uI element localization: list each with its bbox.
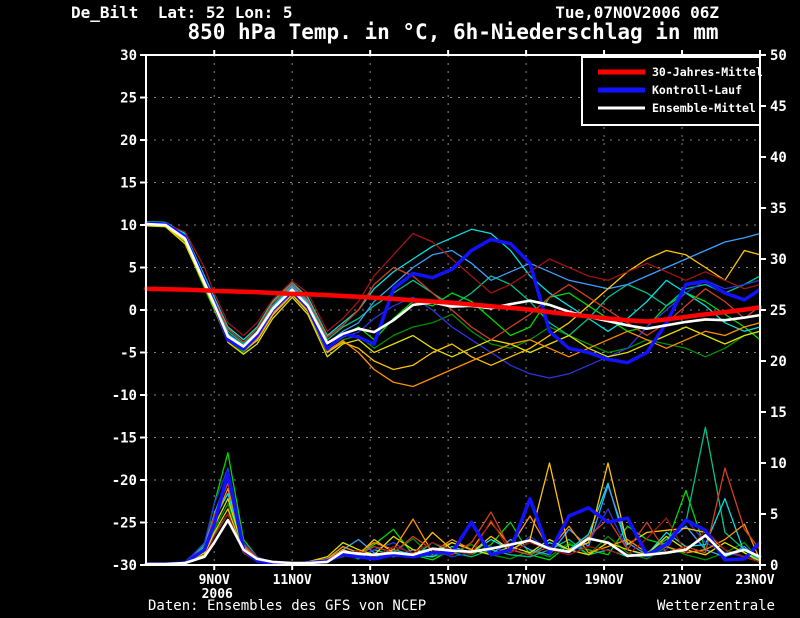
y-right-tick-label: 35 [770,201,787,217]
legend-label-2: Kontroll-Lauf [652,83,742,97]
x-tick-sublabel: 2006 [202,587,233,602]
data-source-label: Daten: Ensembles des GFS von NCEP [148,598,427,614]
brand-label: Wetterzentrale [656,598,775,614]
y-left-tick-label: -30 [112,558,137,574]
y-right-tick-label: 25 [770,303,787,319]
y-left-tick-label: 5 [129,261,137,277]
legend-label-1: 30-Jahres-Mittel [652,65,763,79]
y-left-tick-label: 10 [120,218,137,234]
temp-member-1-green [145,221,761,349]
x-tick-label: 23NOV [735,573,774,588]
axis-labels: -30 -25 -20 -15 -10 -5 0 5 10 15 20 25 30 0 5 10 15 20 25 3… [112,48,787,602]
y-right-tick-label: 45 [770,99,787,115]
station-label: De_Bilt Lat: 52 Lon: 5 [71,3,293,22]
precip-member-1-green [145,452,761,566]
x-tick-label: 21NOV [662,573,701,588]
y-right-tick-label: 50 [770,48,787,64]
x-tick-label: 17NOV [507,573,546,588]
precip-Ensemble-Mittel [144,518,762,566]
run-datetime-label: Tue,07NOV2006 06Z [555,3,719,22]
y-right-tick-label: 5 [770,507,778,523]
y-left-tick-label: 0 [129,303,137,319]
y-right-tick-label: 40 [770,150,787,166]
y-left-tick-label: -15 [112,431,137,447]
x-tick-label: 13NOV [351,573,390,588]
x-tick-label: 15NOV [429,573,468,588]
temp-Kontroll-Lauf [144,221,762,365]
y-left-tick-label: 15 [120,176,137,192]
legend-label-3: Ensemble-Mittel [652,101,756,115]
y-left-tick-label: -20 [112,473,137,489]
y-left-tick-label: -25 [112,516,137,532]
y-right-tick-label: 30 [770,252,787,268]
x-tick-label: 19NOV [584,573,623,588]
temp-member-4-cyan [145,220,761,341]
temp-member-10-rust [145,221,761,343]
y-left-tick-label: -10 [112,388,137,404]
y-left-tick-label: 25 [120,91,137,107]
legend: 30-Jahres-Mittel Kontroll-Lauf Ensemble-Mi… [581,56,763,126]
y-right-tick-label: 15 [770,405,787,421]
x-tick-label: 11NOV [273,573,312,588]
axis-ticks [140,50,766,570]
temp-30-Jahres-Mittel [143,286,763,324]
x-tick-label: 9NOV [199,573,230,588]
temp-member-11-darkred [145,222,761,337]
y-left-tick-label: 20 [120,133,137,149]
y-left-tick-label: -5 [120,346,137,362]
grid-lines [146,55,760,565]
y-left-tick-label: 30 [120,48,137,64]
y-right-tick-label: 20 [770,354,787,370]
chart-title: 850 hPa Temp. in °C, 6h-Niederschlag in … [187,20,719,44]
y-right-tick-label: 10 [770,456,787,472]
y-right-tick-label: 0 [770,558,778,574]
precip-Kontroll-Lauf [144,471,762,566]
